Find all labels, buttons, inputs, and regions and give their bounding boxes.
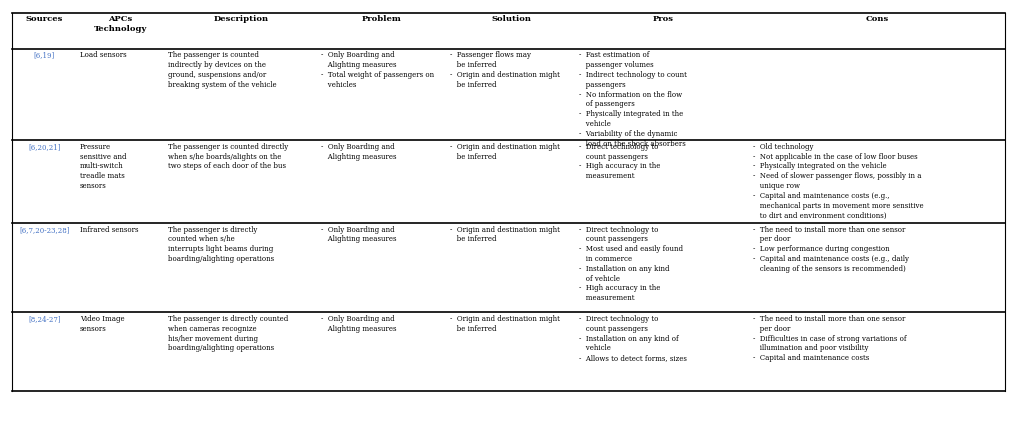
Text: -  Only Boarding and
   Alighting measures
-  Total weight of passengers on
   v: - Only Boarding and Alighting measures -… xyxy=(321,51,433,89)
Text: Pressure
sensitive and
multi-switch
treadle mats
sensors: Pressure sensitive and multi-switch trea… xyxy=(80,143,126,190)
Text: -  The need to install more than one sensor
   per door
-  Low performance durin: - The need to install more than one sens… xyxy=(753,226,909,273)
Text: Cons: Cons xyxy=(865,15,889,23)
Text: -  Origin and destination might
   be inferred: - Origin and destination might be inferr… xyxy=(450,315,559,333)
Text: The passenger is directly counted
when cameras recognize
his/her movement during: The passenger is directly counted when c… xyxy=(168,315,287,352)
Text: Sources: Sources xyxy=(26,15,63,23)
Text: The passenger is directly
counted when s/he
interrupts light beams during
boardi: The passenger is directly counted when s… xyxy=(168,226,274,263)
Text: Description: Description xyxy=(213,15,269,23)
Text: [6,19]: [6,19] xyxy=(34,51,55,60)
Text: -  Fast estimation of
   passenger volumes
-  Indirect technology to count
   pa: - Fast estimation of passenger volumes -… xyxy=(579,51,687,147)
Text: Pros: Pros xyxy=(652,15,673,23)
Text: Problem: Problem xyxy=(362,15,402,23)
Text: -  Origin and destination might
   be inferred: - Origin and destination might be inferr… xyxy=(450,143,559,161)
Text: -  Direct technology to
   count passengers
-  Installation on any kind of
   ve: - Direct technology to count passengers … xyxy=(579,315,687,362)
Text: -  Only Boarding and
   Alighting measures: - Only Boarding and Alighting measures xyxy=(321,315,396,333)
Text: [6,20,21]: [6,20,21] xyxy=(28,143,61,151)
Text: The passenger is counted
indirectly by devices on the
ground, suspensions and/or: The passenger is counted indirectly by d… xyxy=(168,51,276,89)
Text: Infrared sensors: Infrared sensors xyxy=(80,226,139,234)
Text: -  Direct technology to
   count passengers
-  High accuracy in the
   measureme: - Direct technology to count passengers … xyxy=(579,143,661,180)
Text: Video Image
sensors: Video Image sensors xyxy=(80,315,124,333)
Text: Solution: Solution xyxy=(491,15,531,23)
Text: [6,7,20-23,28]: [6,7,20-23,28] xyxy=(20,226,69,234)
Text: APCs
Technology: APCs Technology xyxy=(94,15,147,33)
Text: -  The need to install more than one sensor
   per door
-  Difficulties in case : - The need to install more than one sens… xyxy=(753,315,906,362)
Text: -  Only Boarding and
   Alighting measures: - Only Boarding and Alighting measures xyxy=(321,143,396,161)
Text: -  Passenger flows may
   be inferred
-  Origin and destination might
   be infe: - Passenger flows may be inferred - Orig… xyxy=(450,51,559,89)
Text: [8,24-27]: [8,24-27] xyxy=(28,315,61,323)
Text: -  Old technology
-  Not applicable in the case of low floor buses
-  Physically: - Old technology - Not applicable in the… xyxy=(753,143,923,219)
Text: Load sensors: Load sensors xyxy=(80,51,126,60)
Text: -  Origin and destination might
   be inferred: - Origin and destination might be inferr… xyxy=(450,226,559,244)
Text: The passenger is counted directly
when s/he boards/alights on the
two steps of e: The passenger is counted directly when s… xyxy=(168,143,287,170)
Text: -  Only Boarding and
   Alighting measures: - Only Boarding and Alighting measures xyxy=(321,226,396,244)
Text: -  Direct technology to
   count passengers
-  Most used and easily found
   in : - Direct technology to count passengers … xyxy=(579,226,683,302)
